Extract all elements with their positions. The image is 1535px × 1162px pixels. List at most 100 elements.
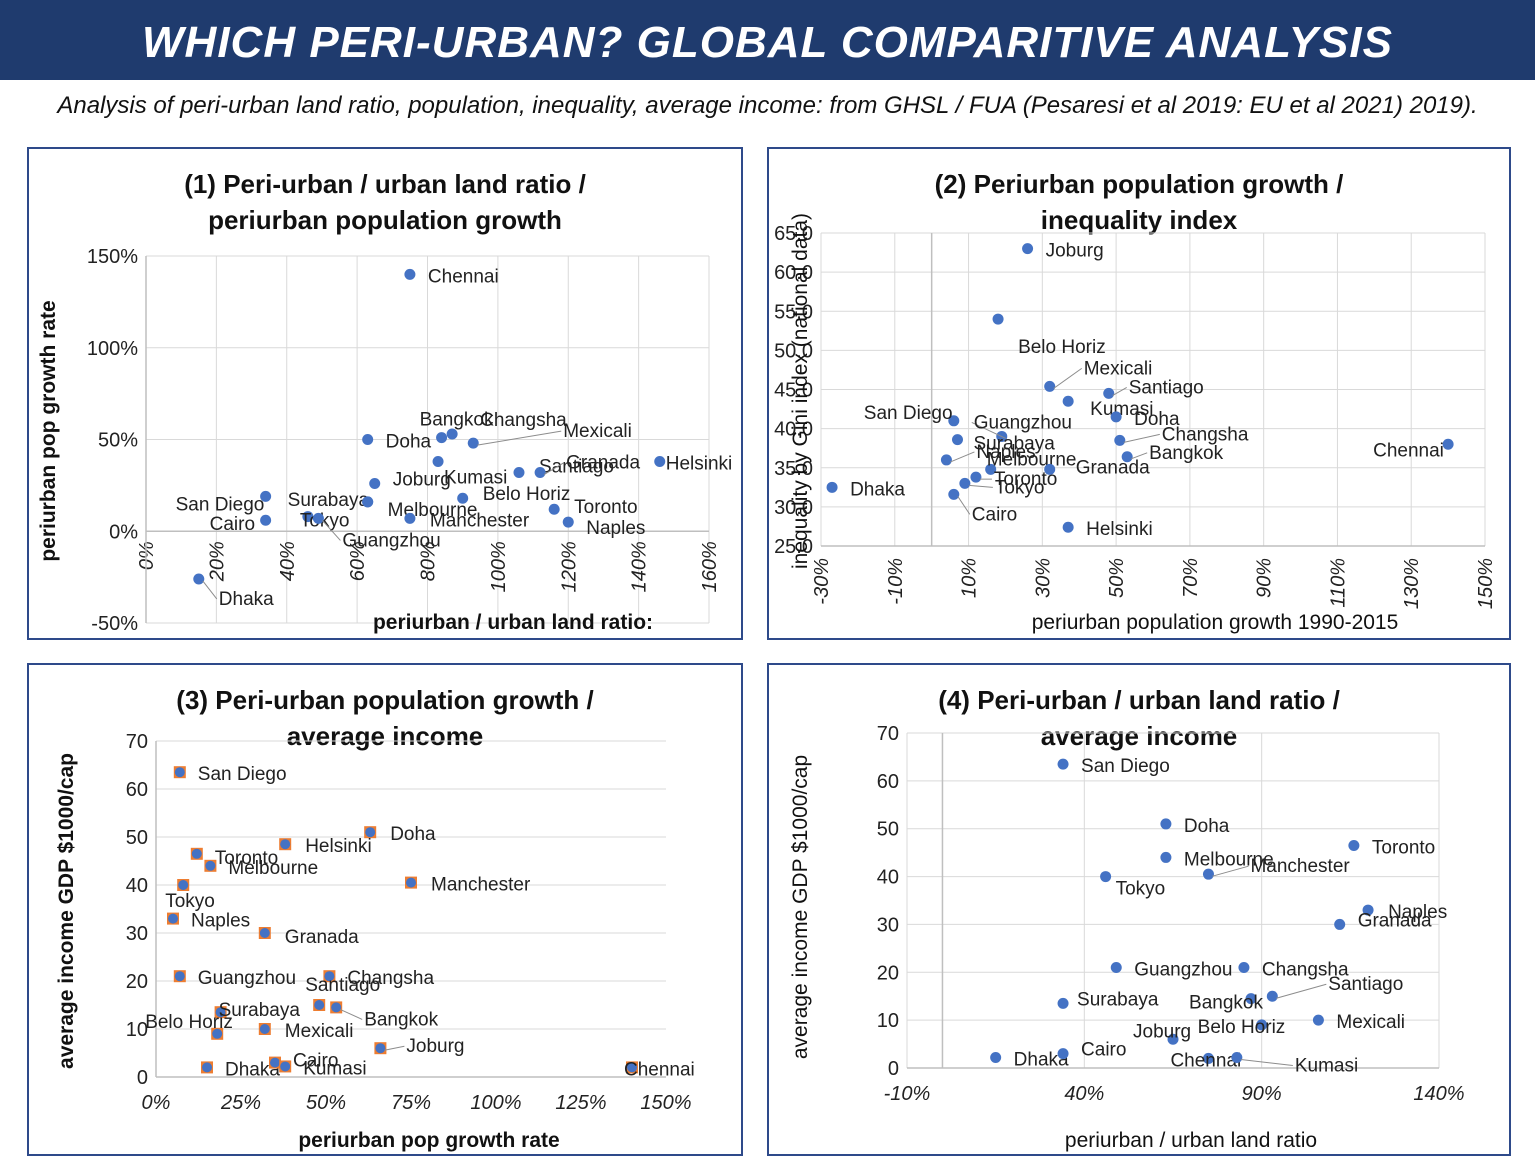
data-label: Helsinki <box>305 836 372 857</box>
data-label: Dhaka <box>225 1059 280 1080</box>
data-label: Surabaya <box>1077 989 1159 1010</box>
y-tick-label: 50 <box>126 827 148 849</box>
data-point <box>432 456 444 468</box>
x-tick-label: 90% <box>1254 558 1276 598</box>
data-point <box>1348 839 1360 851</box>
data-point <box>1044 463 1056 475</box>
data-label: Dhaka <box>850 479 905 500</box>
data-point <box>534 467 546 479</box>
data-point <box>1266 990 1278 1002</box>
data-label: Tokyo <box>300 511 350 532</box>
label-leader-line <box>339 1008 363 1020</box>
data-label: Santiago <box>1328 974 1403 995</box>
data-point <box>174 971 185 982</box>
data-point <box>191 848 202 859</box>
data-label: Surabaya <box>219 1000 301 1021</box>
data-label: Cairo <box>210 514 255 535</box>
data-label: Manchester <box>1250 856 1350 877</box>
data-point <box>404 512 416 524</box>
data-label: Chennai <box>1170 1050 1241 1071</box>
data-point <box>404 268 416 280</box>
x-tick-label: 0% <box>142 1092 171 1114</box>
chart-title-line: (1) Peri-urban / urban land ratio / <box>184 169 586 199</box>
data-point <box>324 971 335 982</box>
data-label: Granada <box>566 453 640 474</box>
data-point <box>457 492 469 504</box>
data-label: Tokyo <box>1116 879 1166 900</box>
data-label: Changsha <box>1162 424 1249 445</box>
chart-panel-2: (2) Periurban population growth / inequal… <box>767 147 1511 640</box>
data-point <box>948 415 960 427</box>
data-label: Santiago <box>1129 377 1204 398</box>
data-point <box>1312 1014 1324 1026</box>
data-label: Chennai <box>1373 440 1444 461</box>
y-tick-label: 50% <box>98 430 138 452</box>
data-label: San Diego <box>176 494 265 515</box>
y-tick-label: 10 <box>126 1019 148 1041</box>
data-label: Mexicali <box>1336 1012 1405 1033</box>
data-point <box>940 454 952 466</box>
data-point <box>1057 758 1069 770</box>
y-tick-label: 60 <box>126 779 148 801</box>
data-point <box>178 880 189 890</box>
x-tick-label: 75% <box>391 1092 431 1114</box>
data-point <box>951 434 963 446</box>
y-tick-label: 150% <box>87 246 138 268</box>
data-label: Mexicali <box>563 421 632 442</box>
y-tick-label: 50.0 <box>774 340 813 362</box>
data-label: Chennai <box>428 266 499 287</box>
x-axis-label: periurban population growth 1990-2015 <box>1032 611 1399 634</box>
data-label: Helsinki <box>1086 519 1153 540</box>
data-point <box>1334 918 1346 930</box>
data-point <box>1202 1052 1214 1064</box>
data-point <box>1100 871 1112 883</box>
data-label: Manchester <box>431 875 531 896</box>
data-label: Belo Horiz <box>483 484 571 505</box>
data-point <box>548 503 560 515</box>
y-tick-label: 50 <box>877 819 899 841</box>
data-label: Joburg <box>1046 241 1104 262</box>
data-label: Changsha <box>1262 960 1349 981</box>
data-label: Melbourne <box>228 858 318 879</box>
data-label: Kumasi <box>1295 1055 1358 1076</box>
data-point <box>970 471 982 483</box>
data-label: Joburg <box>1133 1021 1191 1042</box>
data-label: Tokyo <box>995 477 1045 498</box>
data-point <box>1245 993 1257 1005</box>
data-label: Cairo <box>1081 1040 1126 1061</box>
y-tick-label: 70 <box>126 731 148 753</box>
x-axis-label: periurban / urban land ratio: <box>373 611 653 634</box>
data-label: Bangkok <box>420 410 494 431</box>
chart-panel-1: (1) Peri-urban / urban land ratio / periu… <box>27 147 743 640</box>
x-tick-label: 90% <box>1242 1083 1282 1105</box>
data-point <box>990 1051 1002 1063</box>
data-label: San Diego <box>1081 756 1170 777</box>
chart-panel-3: (3) Peri-urban population growth / averag… <box>27 663 743 1156</box>
data-point <box>1110 962 1122 973</box>
data-label: Bangkok <box>1149 443 1223 464</box>
data-point <box>1160 851 1172 863</box>
data-point <box>406 877 416 888</box>
chart-title-line: average income <box>1041 721 1238 751</box>
x-tick-label: 150% <box>1475 558 1497 609</box>
data-label: Guangzhou <box>342 530 440 551</box>
data-label: Santiago <box>305 975 380 996</box>
y-tick-label: 40 <box>126 875 148 897</box>
data-label: Surabaya <box>973 434 1055 455</box>
label-leader-line <box>543 462 565 475</box>
label-leader-line <box>202 580 218 600</box>
x-tick-label: 40% <box>1064 1083 1104 1105</box>
data-point <box>1160 818 1172 830</box>
label-leader-line <box>1053 367 1083 389</box>
data-label: Mexicali <box>285 1021 354 1042</box>
data-point <box>1167 1033 1179 1045</box>
data-label: Cairo <box>972 504 1017 525</box>
data-point <box>1057 997 1069 1009</box>
y-tick-label: 0 <box>888 1058 899 1080</box>
data-point <box>1121 451 1133 463</box>
x-tick-label: 30% <box>1032 558 1054 598</box>
x-tick-label: 80% <box>418 541 440 581</box>
data-label: Belo Horiz <box>1198 1017 1286 1038</box>
data-label: Naples <box>191 911 250 932</box>
data-point <box>314 1000 325 1010</box>
